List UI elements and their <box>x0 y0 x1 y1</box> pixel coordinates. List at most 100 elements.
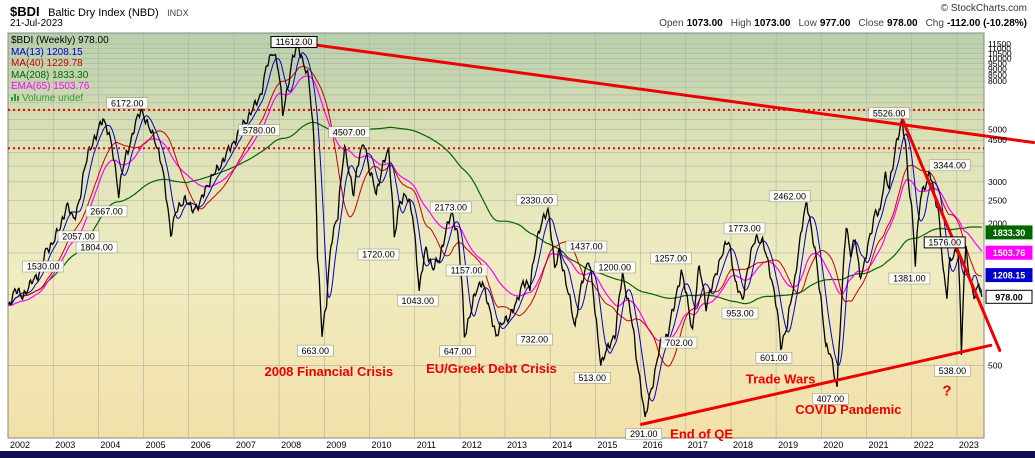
quote-high-label: High <box>730 18 752 29</box>
volume-icon <box>11 93 19 101</box>
event-annotations: 2008 Financial Crisis EU/Greek Debt Crisi… <box>264 361 951 441</box>
price-label-box <box>75 241 118 254</box>
event-label: 2008 Financial Crisis <box>264 364 393 379</box>
price-label-box <box>928 159 971 172</box>
price-label: 2462.00 <box>773 192 806 202</box>
x-year-label: 2012 <box>462 440 482 450</box>
axes: 5002000250030004500500080008500900095001… <box>10 39 1033 450</box>
x-year-label: 2008 <box>281 440 301 450</box>
price-label-box <box>565 240 608 253</box>
series-lines <box>8 39 983 418</box>
y-tick-label: 11500 <box>988 39 1011 49</box>
price-label: 732.00 <box>521 335 549 345</box>
ma-line-13 <box>8 52 983 402</box>
y-tick-label: 8500 <box>988 70 1007 80</box>
x-year-label: 2018 <box>733 440 753 450</box>
x-year-label: 2010 <box>372 440 392 450</box>
quote-chg-value: -112.00 (-10.28%) <box>946 18 1027 29</box>
legend-item-ema65: EMA(65) 1503.76 <box>11 81 90 92</box>
quote-close-label: Close <box>858 18 884 29</box>
x-year-label: 2005 <box>146 440 166 450</box>
price-label: 1720.00 <box>362 250 395 260</box>
x-year-label: 2021 <box>869 440 889 450</box>
trendline <box>896 107 1002 352</box>
quote-low-value: 977.00 <box>819 18 851 29</box>
y-tick-label: 8000 <box>988 76 1007 86</box>
copyright-watermark: © StockCharts.com <box>940 3 1027 14</box>
price-label: 1437.00 <box>570 242 603 252</box>
price-label: 1200.00 <box>599 263 632 273</box>
price-label-box <box>445 264 488 277</box>
last-value-box <box>985 268 1033 283</box>
x-year-label: 2016 <box>643 440 663 450</box>
price-label: 5526.00 <box>873 108 906 118</box>
y-tick-label: 10000 <box>988 53 1012 63</box>
trendline <box>293 40 1035 144</box>
chart-date: 21-Jul-2023 <box>10 18 63 29</box>
price-label-box <box>439 345 476 358</box>
last-value-text: 1208.15 <box>993 271 1026 281</box>
price-label: 513.00 <box>578 373 606 383</box>
ohlc-quote-row: Open 1073.00 High 1073.00 Low 977.00 Close 978.… <box>651 18 1027 29</box>
last-value-box <box>985 245 1033 260</box>
quote-low-label: Low <box>798 18 817 29</box>
gridlines <box>8 33 984 438</box>
price-label: 953.00 <box>726 309 754 319</box>
y-tick-label: 3000 <box>988 177 1007 187</box>
price-label-box <box>723 222 766 235</box>
price-label: 291.00 <box>630 429 658 439</box>
price-label-box <box>812 393 849 405</box>
price-label-box <box>625 428 663 440</box>
legend-item-volume: Volume undef <box>11 93 109 105</box>
x-year-label: 2002 <box>10 440 30 450</box>
y-tick-label: 9500 <box>988 59 1007 69</box>
volume-pane-strip <box>0 451 1035 458</box>
title-row: $BDI Baltic Dry Index (NBD) INDX <box>10 3 189 21</box>
price-label-box <box>755 352 793 364</box>
y-tick-label: 10500 <box>988 48 1012 58</box>
annotation-lines <box>8 40 1035 426</box>
price-label-box <box>238 124 280 136</box>
chart-legend: $BDI (Weekly) 978.00 MA(13) 1208.15 MA(40)… <box>11 35 109 104</box>
price-line <box>8 39 983 418</box>
exchange-tag: INDX <box>167 8 189 18</box>
price-label-box <box>85 205 128 218</box>
x-year-label: 2015 <box>597 440 617 450</box>
event-label: End of QE <box>670 426 733 441</box>
price-label: 1576.00 <box>928 238 961 248</box>
quote-close-value: 978.00 <box>886 18 918 29</box>
price-label: 1530.00 <box>27 262 60 272</box>
price-label-box <box>430 201 472 214</box>
quote-high-value: 1073.00 <box>754 18 791 29</box>
price-label-box <box>868 107 910 119</box>
price-label: 4507.00 <box>333 127 366 137</box>
y-tick-label: 2500 <box>988 196 1007 206</box>
price-label-box <box>721 307 759 320</box>
x-year-label: 2023 <box>959 440 979 450</box>
price-label-box <box>516 333 553 346</box>
price-label-box <box>357 248 400 261</box>
y-tick-label: 4500 <box>988 135 1007 145</box>
event-label: Trade Wars <box>746 372 816 387</box>
price-label-box <box>888 272 931 285</box>
price-label: 601.00 <box>760 353 788 363</box>
last-value-text: 978.00 <box>995 292 1023 302</box>
price-label: 3344.00 <box>933 161 966 171</box>
price-label-box <box>768 190 811 203</box>
symbol-name: Baltic Dry Index (NBD) <box>48 7 159 19</box>
price-label: 1773.00 <box>728 224 761 234</box>
x-year-label: 2006 <box>191 440 211 450</box>
price-label: 663.00 <box>302 346 330 356</box>
x-year-label: 2022 <box>914 440 934 450</box>
price-label-box <box>297 344 334 357</box>
x-year-label: 2004 <box>100 440 120 450</box>
last-value-box <box>985 289 1033 304</box>
x-year-label: 2009 <box>326 440 346 450</box>
event-label: EU/Greek Debt Crisis <box>426 361 557 376</box>
legend-item-ma208: MA(208) 1833.30 <box>11 69 89 81</box>
price-label-box <box>650 252 692 265</box>
x-year-label: 2013 <box>507 440 527 450</box>
